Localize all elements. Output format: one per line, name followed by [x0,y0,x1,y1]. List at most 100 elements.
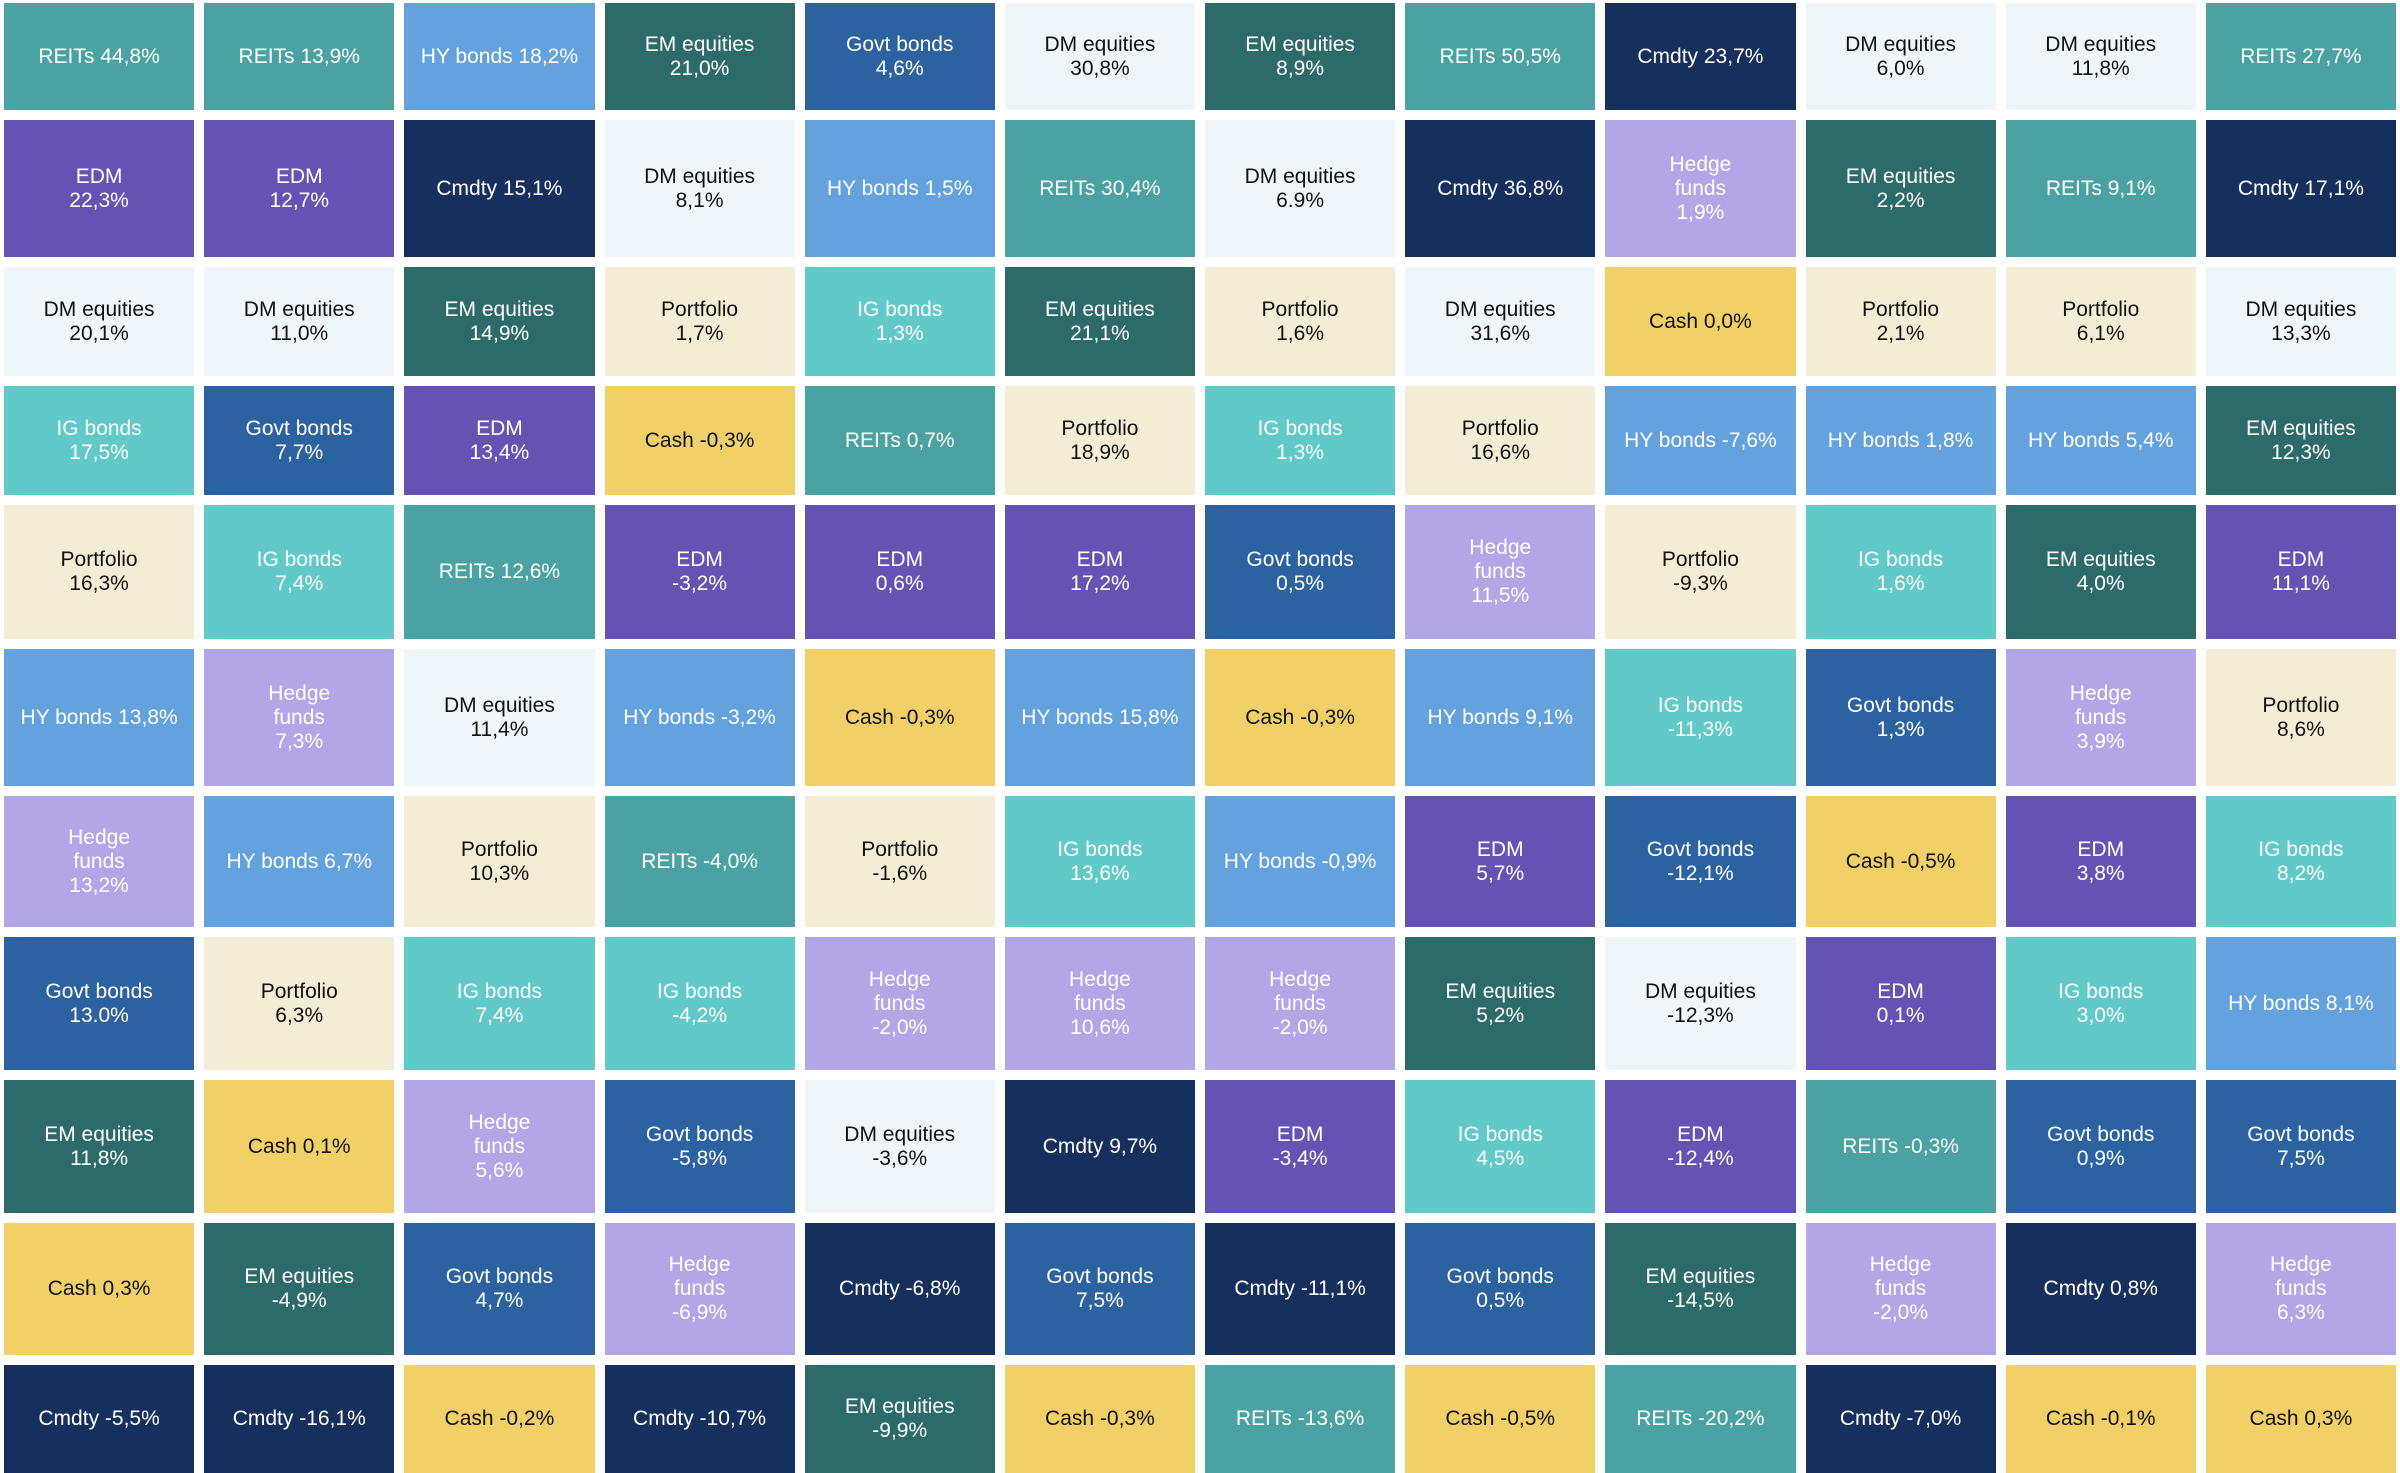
cell-edm: EDM 12,7% [204,120,395,257]
cell-edm: EDM 5,7% [1405,796,1596,927]
cell-ig-bonds: IG bonds 13,6% [1004,796,1195,927]
cell-portfolio: Portfolio 6,1% [2005,267,2196,376]
cell-hy-bonds: HY bonds -7,6% [1605,386,1796,495]
cell-dm-equities: DM equities 13,3% [2205,267,2396,376]
cell-portfolio: Portfolio 10,3% [404,796,595,927]
cell-em-equities: EM equities 5,2% [1405,937,1596,1070]
cell-portfolio: Portfolio 1,6% [1205,267,1396,376]
cell-em-equities: EM equities 2,2% [1805,120,1996,257]
cell-cash: Cash -0,2% [404,1365,595,1473]
cell-ig-bonds: IG bonds -4,2% [604,937,795,1070]
cell-cash: Cash 0,3% [2205,1365,2396,1473]
cell-em-equities: EM equities 4,0% [2005,505,2196,639]
cell-dm-equities: DM equities 31,6% [1405,267,1596,376]
cell-cmdty: Cmdty -5,5% [4,1365,195,1473]
cell-portfolio: Portfolio 16,6% [1405,386,1596,495]
cell-portfolio: Portfolio 8,6% [2205,649,2396,786]
cell-em-equities: EM equities -4,9% [204,1223,395,1355]
cell-edm: EDM 13,4% [404,386,595,495]
cell-edm: EDM -12,4% [1605,1080,1796,1213]
cell-ig-bonds: IG bonds 1,3% [1205,386,1396,495]
cell-ig-bonds: IG bonds 3,0% [2005,937,2196,1070]
cell-cash: Cash -0,3% [804,649,995,786]
cell-reits: REITs -0,3% [1805,1080,1996,1213]
cell-reits: REITs 27,7% [2205,3,2396,110]
cell-govt-bonds: Govt bonds 4,6% [804,3,995,110]
cell-dm-equities: DM equities 20,1% [4,267,195,376]
cell-edm: EDM 22,3% [4,120,195,257]
cell-reits: REITs -20,2% [1605,1365,1796,1473]
cell-hy-bonds: HY bonds 6,7% [204,796,395,927]
cell-hy-bonds: HY bonds -0,9% [1205,796,1396,927]
cell-reits: REITs 30,4% [1004,120,1195,257]
cell-cmdty: Cmdty 0,8% [2005,1223,2196,1355]
cell-hy-bonds: HY bonds 15,8% [1004,649,1195,786]
cell-cmdty: Cmdty -16,1% [204,1365,395,1473]
cell-reits: REITs 12,6% [404,505,595,639]
cell-cmdty: Cmdty 15,1% [404,120,595,257]
cell-govt-bonds: Govt bonds 0,9% [2005,1080,2196,1213]
cell-em-equities: EM equities 12,3% [2205,386,2396,495]
asset-returns-quilt: REITs 44,8% REITs 13,9% HY bonds 18,2% EM e… [4,3,2396,1473]
cell-ig-bonds: IG bonds 4,5% [1405,1080,1596,1213]
cell-dm-equities: DM equities 6.9% [1205,120,1396,257]
cell-cash: Cash 0,3% [4,1223,195,1355]
cell-hedge-funds: Hedge funds 5,6% [404,1080,595,1213]
cell-dm-equities: DM equities 8,1% [604,120,795,257]
cell-cmdty: Cmdty 23,7% [1605,3,1796,110]
cell-portfolio: Portfolio 6,3% [204,937,395,1070]
cell-hedge-funds: Hedge funds -2,0% [1805,1223,1996,1355]
cell-reits: REITs -4,0% [604,796,795,927]
cell-hedge-funds: Hedge funds 1,9% [1605,120,1796,257]
cell-cash: Cash -0,3% [1205,649,1396,786]
cell-portfolio: Portfolio -1,6% [804,796,995,927]
cell-em-equities: EM equities -14,5% [1605,1223,1796,1355]
cell-govt-bonds: Govt bonds -5,8% [604,1080,795,1213]
cell-reits: REITs -13,6% [1205,1365,1396,1473]
cell-dm-equities: DM equities 6,0% [1805,3,1996,110]
cell-portfolio: Portfolio 1,7% [604,267,795,376]
cell-portfolio: Portfolio 18,9% [1004,386,1195,495]
cell-dm-equities: DM equities 11,8% [2005,3,2196,110]
cell-edm: EDM 0,6% [804,505,995,639]
cell-hy-bonds: HY bonds 18,2% [404,3,595,110]
cell-hedge-funds: Hedge funds -6,9% [604,1223,795,1355]
cell-portfolio: Portfolio -9,3% [1605,505,1796,639]
cell-edm: EDM 0,1% [1805,937,1996,1070]
cell-dm-equities: DM equities -12,3% [1605,937,1796,1070]
cell-reits: REITs 44,8% [4,3,195,110]
cell-hy-bonds: HY bonds 13,8% [4,649,195,786]
cell-edm: EDM 17,2% [1004,505,1195,639]
cell-portfolio: Portfolio 2,1% [1805,267,1996,376]
cell-edm: EDM 3,8% [2005,796,2196,927]
cell-hedge-funds: Hedge funds 10,6% [1004,937,1195,1070]
cell-reits: REITs 0,7% [804,386,995,495]
cell-cash: Cash -0,5% [1405,1365,1596,1473]
cell-cash: Cash -0,5% [1805,796,1996,927]
cell-dm-equities: DM equities 11,4% [404,649,595,786]
cell-cmdty: Cmdty -7,0% [1805,1365,1996,1473]
cell-cmdty: Cmdty -6,8% [804,1223,995,1355]
cell-govt-bonds: Govt bonds 0,5% [1205,505,1396,639]
cell-ig-bonds: IG bonds 7,4% [204,505,395,639]
cell-reits: REITs 50,5% [1405,3,1596,110]
cell-hedge-funds: Hedge funds 11,5% [1405,505,1596,639]
cell-dm-equities: DM equities 11,0% [204,267,395,376]
cell-hy-bonds: HY bonds 5,4% [2005,386,2196,495]
cell-govt-bonds: Govt bonds 0,5% [1405,1223,1596,1355]
cell-reits: REITs 9,1% [2005,120,2196,257]
cell-em-equities: EM equities 21,1% [1004,267,1195,376]
cell-reits: REITs 13,9% [204,3,395,110]
cell-dm-equities: DM equities -3,6% [804,1080,995,1213]
cell-hy-bonds: HY bonds 9,1% [1405,649,1596,786]
cell-ig-bonds: IG bonds 8,2% [2205,796,2396,927]
cell-em-equities: EM equities 11,8% [4,1080,195,1213]
cell-edm: EDM -3,4% [1205,1080,1396,1213]
cell-cmdty: Cmdty 17,1% [2205,120,2396,257]
cell-govt-bonds: Govt bonds 1,3% [1805,649,1996,786]
cell-em-equities: EM equities 8,9% [1205,3,1396,110]
cell-hedge-funds: Hedge funds 6,3% [2205,1223,2396,1355]
cell-govt-bonds: Govt bonds 4,7% [404,1223,595,1355]
cell-cash: Cash -0,3% [604,386,795,495]
cell-cmdty: Cmdty -11,1% [1205,1223,1396,1355]
